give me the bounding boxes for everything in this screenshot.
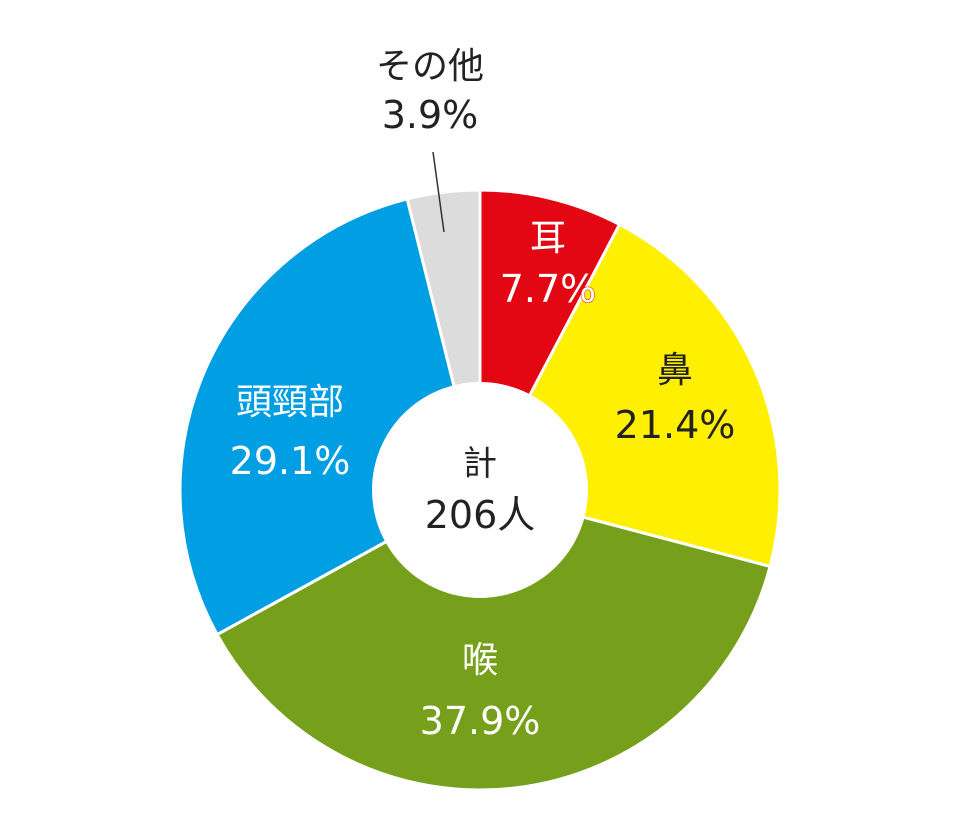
slice-label-head-neck: 頭頸部 <box>236 382 344 423</box>
other-leader-line <box>432 151 445 233</box>
slice-label-throat: 喉 <box>462 640 498 681</box>
donut-hole <box>372 382 588 598</box>
center-title: 計 <box>463 444 497 484</box>
slice-label-nose: 鼻 <box>657 350 693 391</box>
slice-label-other: その他 <box>376 46 484 87</box>
slice-throat <box>215 488 772 792</box>
center-total: 206人 <box>425 493 536 537</box>
slice-value-other: 3.9% <box>382 93 479 137</box>
slice-value-head-neck: 29.1% <box>230 439 351 483</box>
slice-label-ear: 耳 <box>530 218 566 259</box>
slice-value-ear: 7.7% <box>500 267 597 311</box>
labels-group: 耳 7.7% 鼻 21.4% 喉 37.9% 頭頸部 29.1% その他 3.9% <box>230 46 736 743</box>
slice-value-nose: 21.4% <box>615 403 736 447</box>
slice-value-throat: 37.9% <box>420 699 541 743</box>
